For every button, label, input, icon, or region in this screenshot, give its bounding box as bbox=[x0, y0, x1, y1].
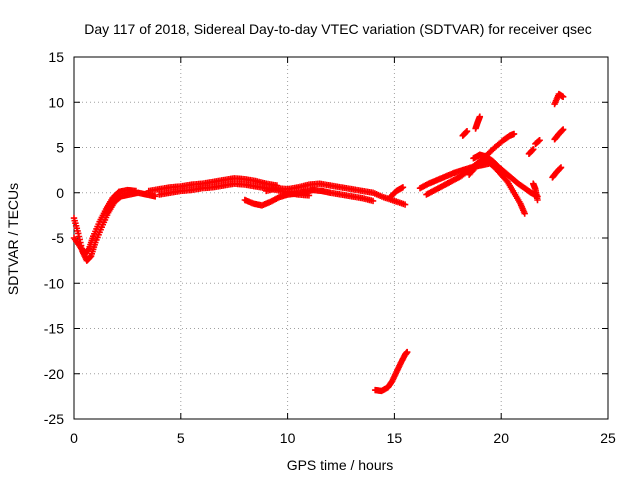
chart-title: Day 117 of 2018, Sidereal Day-to-day VTE… bbox=[84, 21, 592, 37]
series-track-evening bbox=[263, 180, 409, 208]
series-track-night-c bbox=[465, 156, 528, 217]
data-point bbox=[132, 187, 140, 195]
series-track-short-2 bbox=[472, 113, 484, 132]
data-point bbox=[476, 113, 484, 120]
y-tick-label: 5 bbox=[56, 140, 64, 156]
y-tick-label: 0 bbox=[56, 185, 64, 201]
series-track-night-b bbox=[423, 130, 518, 198]
series-track-main-lower bbox=[241, 186, 377, 209]
gridlines bbox=[74, 57, 608, 419]
data-point bbox=[559, 93, 567, 101]
series-track-night-a bbox=[416, 160, 492, 192]
data-point bbox=[521, 210, 528, 217]
series-track-short-4 bbox=[532, 137, 543, 148]
series-track-late-mid bbox=[551, 126, 567, 143]
series-track-late-high bbox=[551, 90, 567, 108]
x-tick-label: 20 bbox=[493, 430, 509, 446]
x-axis: 0 5 10 15 20 25 bbox=[70, 57, 616, 446]
data-point bbox=[510, 130, 518, 138]
x-axis-label: GPS time / hours bbox=[287, 457, 394, 473]
series-track-late-low bbox=[549, 164, 565, 181]
x-tick-label: 5 bbox=[177, 430, 185, 446]
series-track-early-dip bbox=[70, 189, 159, 264]
series-track-outlier-low bbox=[371, 348, 411, 395]
series-track-late-segment bbox=[386, 184, 407, 201]
y-axis-label: SDTVAR / TECUs bbox=[5, 183, 21, 295]
y-tick-label: -20 bbox=[44, 366, 64, 382]
y-tick-label: -25 bbox=[44, 411, 64, 427]
y-axis: -25 -20 -15 -10 -5 0 5 10 15 bbox=[44, 49, 608, 427]
data-point bbox=[534, 196, 541, 204]
y-tick-label: 10 bbox=[48, 94, 64, 110]
series-track-short-5 bbox=[530, 180, 541, 204]
x-tick-label: 15 bbox=[387, 430, 403, 446]
data-point bbox=[463, 128, 471, 135]
y-tick-label: 15 bbox=[48, 49, 64, 65]
data-point bbox=[151, 193, 159, 200]
data-point bbox=[404, 348, 411, 356]
data-point bbox=[536, 137, 543, 144]
data-point bbox=[557, 164, 565, 171]
data-point bbox=[559, 126, 567, 133]
data-point bbox=[399, 184, 407, 191]
data-point bbox=[369, 197, 377, 205]
x-tick-label: 0 bbox=[70, 430, 78, 446]
series-track-short-1 bbox=[459, 128, 471, 139]
data-point bbox=[530, 146, 537, 153]
y-tick-label: -5 bbox=[52, 230, 65, 246]
series-track-short-3 bbox=[525, 146, 537, 158]
y-tick-label: -10 bbox=[44, 275, 64, 291]
x-tick-label: 10 bbox=[280, 430, 296, 446]
data-series bbox=[70, 90, 567, 395]
x-tick-label: 25 bbox=[600, 430, 616, 446]
data-point bbox=[401, 201, 409, 208]
y-tick-label: -15 bbox=[44, 321, 64, 337]
series-track-early-dip-b bbox=[70, 186, 140, 258]
